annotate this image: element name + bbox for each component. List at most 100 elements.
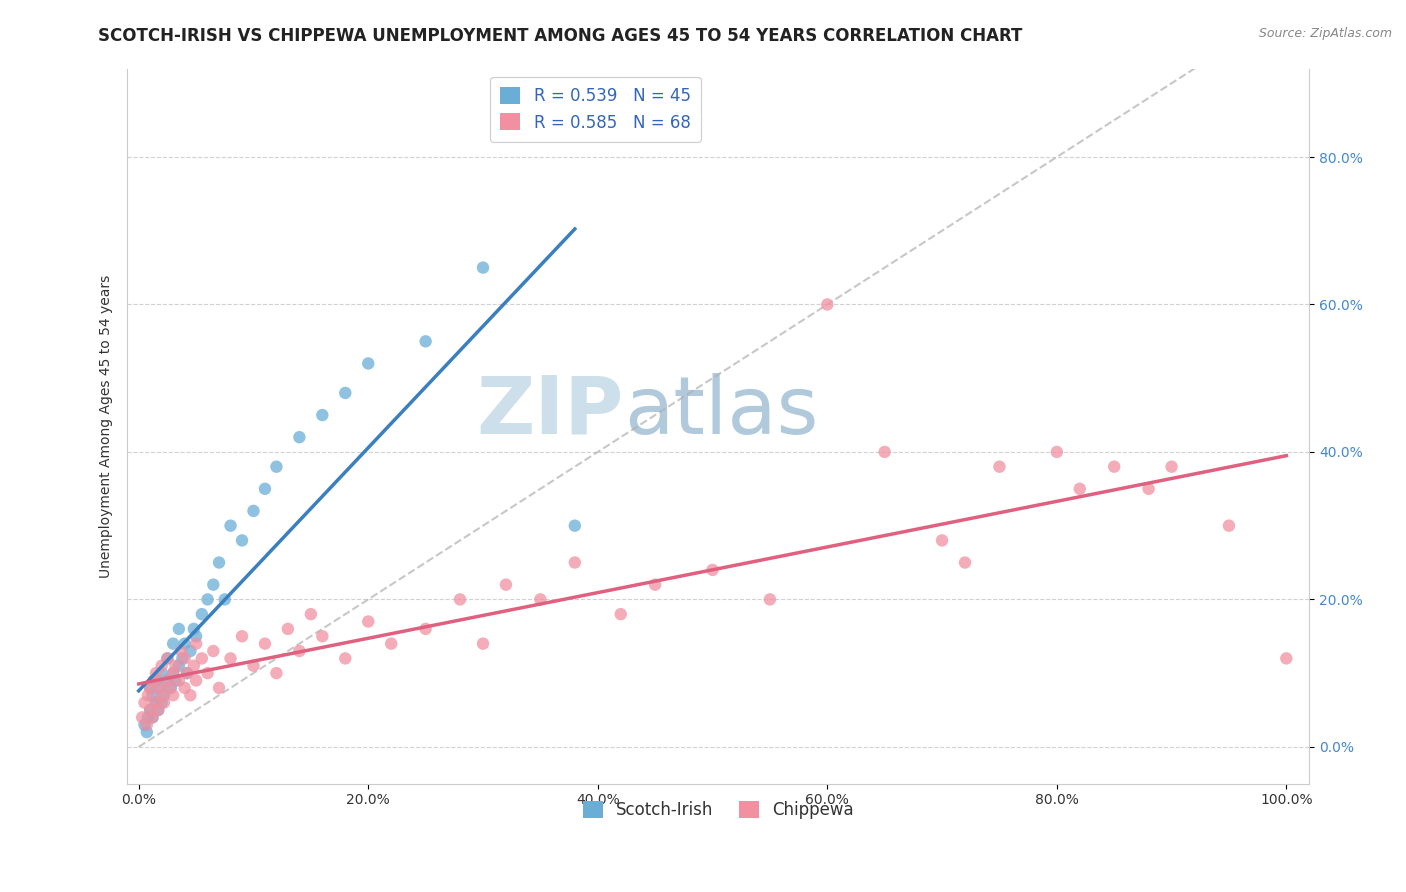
- Point: [357, 356, 380, 370]
- Point: [141, 688, 163, 702]
- Legend: Scotch-Irish, Chippewa: Scotch-Irish, Chippewa: [576, 794, 860, 825]
- Point: [136, 688, 159, 702]
- Point: [167, 658, 190, 673]
- Text: Source: ZipAtlas.com: Source: ZipAtlas.com: [1258, 27, 1392, 40]
- Point: [357, 615, 380, 629]
- Point: [145, 696, 167, 710]
- Point: [495, 577, 517, 591]
- Point: [953, 556, 976, 570]
- Point: [335, 386, 357, 401]
- Point: [179, 688, 201, 702]
- Point: [208, 681, 231, 695]
- Point: [335, 651, 357, 665]
- Point: [415, 622, 437, 636]
- Point: [208, 556, 231, 570]
- Point: [159, 681, 181, 695]
- Point: [197, 666, 219, 681]
- Point: [170, 644, 193, 658]
- Point: [472, 260, 495, 275]
- Point: [931, 533, 953, 548]
- Point: [299, 607, 322, 622]
- Point: [156, 651, 179, 665]
- Point: [219, 651, 242, 665]
- Point: [141, 710, 163, 724]
- Point: [1046, 445, 1069, 459]
- Point: [145, 666, 167, 681]
- Point: [1218, 518, 1240, 533]
- Point: [148, 703, 170, 717]
- Point: [231, 629, 253, 643]
- Text: ZIP: ZIP: [477, 373, 624, 450]
- Point: [1102, 459, 1125, 474]
- Point: [1137, 482, 1160, 496]
- Point: [219, 518, 242, 533]
- Point: [156, 673, 179, 688]
- Point: [139, 703, 162, 717]
- Point: [242, 504, 264, 518]
- Point: [162, 637, 184, 651]
- Point: [167, 622, 190, 636]
- Point: [134, 717, 156, 731]
- Point: [184, 637, 207, 651]
- Point: [165, 658, 187, 673]
- Point: [288, 430, 311, 444]
- Point: [134, 696, 156, 710]
- Point: [176, 666, 198, 681]
- Point: [131, 710, 153, 724]
- Point: [156, 651, 179, 665]
- Point: [873, 445, 896, 459]
- Point: [135, 725, 157, 739]
- Text: SCOTCH-IRISH VS CHIPPEWA UNEMPLOYMENT AMONG AGES 45 TO 54 YEARS CORRELATION CHAR: SCOTCH-IRISH VS CHIPPEWA UNEMPLOYMENT AM…: [98, 27, 1022, 45]
- Point: [759, 592, 782, 607]
- Point: [415, 334, 437, 349]
- Point: [202, 644, 225, 658]
- Point: [183, 658, 205, 673]
- Point: [242, 658, 264, 673]
- Point: [1275, 651, 1298, 665]
- Y-axis label: Unemployment Among Ages 45 to 54 years: Unemployment Among Ages 45 to 54 years: [100, 275, 114, 578]
- Point: [162, 666, 184, 681]
- Point: [1160, 459, 1182, 474]
- Point: [197, 592, 219, 607]
- Point: [644, 577, 666, 591]
- Point: [150, 666, 173, 681]
- Point: [139, 681, 162, 695]
- Point: [529, 592, 551, 607]
- Point: [160, 681, 183, 695]
- Point: [150, 696, 173, 710]
- Point: [288, 644, 311, 658]
- Point: [179, 644, 201, 658]
- Point: [815, 297, 838, 311]
- Point: [165, 673, 187, 688]
- Point: [173, 651, 195, 665]
- Point: [172, 651, 194, 665]
- Point: [277, 622, 299, 636]
- Point: [148, 703, 170, 717]
- Point: [472, 637, 495, 651]
- Point: [135, 717, 157, 731]
- Text: atlas: atlas: [624, 373, 818, 450]
- Point: [191, 651, 214, 665]
- Point: [153, 688, 176, 702]
- Point: [609, 607, 631, 622]
- Point: [145, 696, 167, 710]
- Point: [150, 658, 173, 673]
- Point: [173, 637, 195, 651]
- Point: [153, 696, 176, 710]
- Point: [702, 563, 724, 577]
- Point: [136, 710, 159, 724]
- Point: [173, 681, 195, 695]
- Point: [176, 666, 198, 681]
- Point: [380, 637, 402, 651]
- Point: [141, 710, 163, 724]
- Point: [145, 673, 167, 688]
- Point: [311, 408, 333, 422]
- Point: [449, 592, 471, 607]
- Point: [253, 482, 276, 496]
- Point: [564, 556, 586, 570]
- Point: [167, 673, 190, 688]
- Point: [266, 666, 288, 681]
- Point: [253, 637, 276, 651]
- Point: [150, 688, 173, 702]
- Point: [142, 673, 165, 688]
